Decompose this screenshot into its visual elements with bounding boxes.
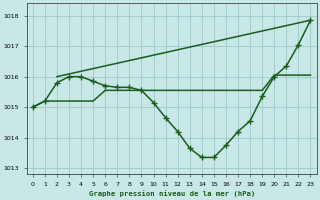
X-axis label: Graphe pression niveau de la mer (hPa): Graphe pression niveau de la mer (hPa) bbox=[89, 190, 255, 197]
